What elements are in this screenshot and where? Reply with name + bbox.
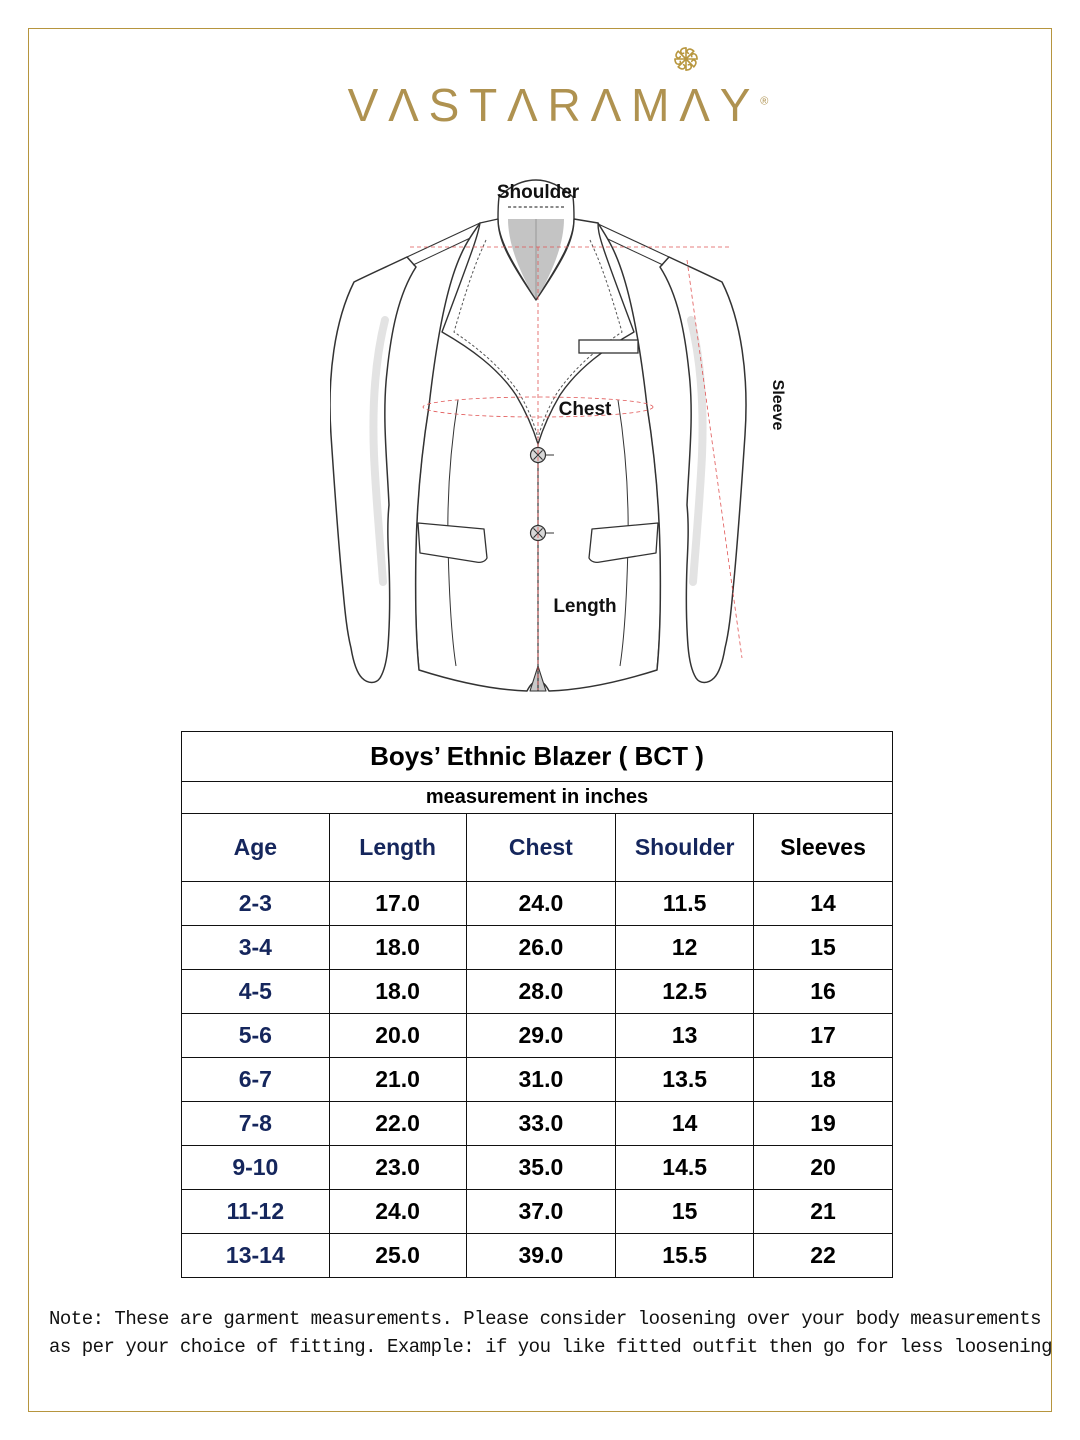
svg-text:Shoulder: Shoulder — [497, 182, 580, 203]
svg-text:Chest: Chest — [559, 399, 612, 420]
svg-text:Sleeve: Sleeve — [769, 380, 786, 431]
svg-text:Length: Length — [553, 596, 616, 617]
